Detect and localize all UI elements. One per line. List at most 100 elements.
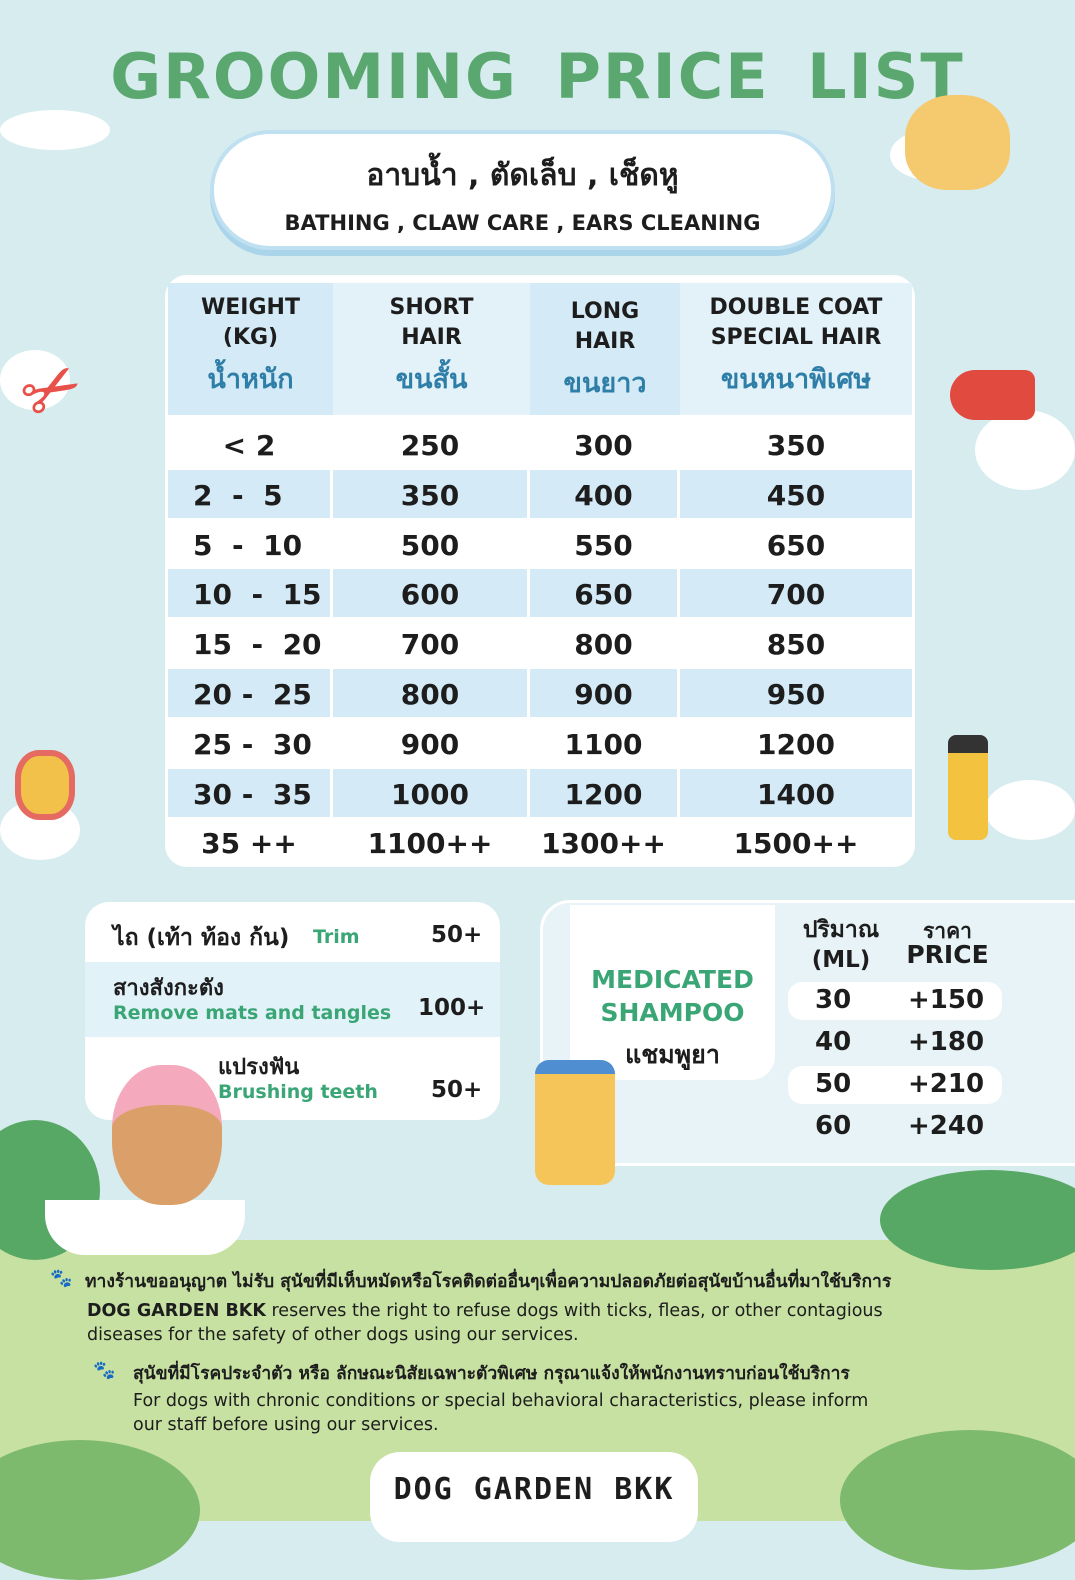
addon-thai: แปรงฟัน: [218, 1055, 300, 1080]
shampoo-title-th: แชมพูยา: [625, 1040, 720, 1069]
cell-weight: 35 ++: [201, 827, 297, 861]
cell-weight: 15 - 20: [193, 628, 322, 662]
addon-row-teeth: แปรงฟัน Brushing teeth 50+: [85, 1037, 500, 1120]
cell-short-hair: 600: [333, 569, 527, 618]
price-row: 5 - 10 500 550 650: [165, 520, 909, 568]
cell-double-coat: 850: [766, 628, 826, 662]
shampoo-amount: 60: [815, 1111, 852, 1141]
cell-short-hair: 1100++: [367, 827, 493, 861]
puppy-illustration: [112, 1065, 222, 1205]
bush-decoration: [840, 1430, 1075, 1570]
shampoo-amount-header: ปริมาณ (ML): [802, 917, 880, 973]
bathtub-illustration: [45, 1200, 245, 1255]
shampoo-price-header-en: PRICE: [906, 940, 989, 969]
note-1-english: DOG GARDEN BKK reserves the right to ref…: [87, 1299, 907, 1347]
addon-price: 50+: [431, 922, 483, 948]
note-2-thai: สุนัขที่มีโรคประจำตัว หรือ ลักษณะนิสัยเฉ…: [133, 1364, 850, 1384]
header-en: DOUBLE COAT SPECIAL HAIR: [709, 295, 883, 350]
shampoo-amount: 30: [815, 985, 852, 1015]
cloud-decoration: [0, 350, 70, 410]
cell-long-hair: 900: [530, 669, 677, 717]
shampoo-price-header-th: ราคา: [923, 919, 972, 943]
shampoo-amount: 50: [815, 1069, 852, 1099]
cell-long-hair: 650: [530, 569, 677, 618]
cloud-decoration: [0, 110, 110, 150]
note-1-text: reserves the right to refuse dogs with t…: [87, 1301, 883, 1345]
addon-thai: สางสังกะตัง: [113, 976, 224, 1001]
header-short-hair: SHORT HAIR ขนสั้น: [333, 283, 530, 415]
cell-weight: 20 - 25: [168, 669, 330, 717]
cell-weight: 5 - 10: [193, 528, 303, 562]
price-row: 25 - 30 900 1100 1200: [165, 719, 909, 767]
shampoo-price: +240: [908, 1111, 985, 1141]
cell-long-hair: 1300++: [541, 827, 666, 861]
cell-double-coat: 350: [766, 429, 826, 462]
shampoo-row: 50 +210: [788, 1066, 1002, 1104]
hair-dryer-icon: [950, 370, 1035, 420]
cloud-decoration: [975, 410, 1075, 490]
addon-price: 50+: [431, 1077, 483, 1103]
cell-short-hair: 700: [400, 628, 460, 662]
price-table: WEIGHT (KG) น้ำหนัก SHORT HAIR ขนสั้น LO…: [165, 275, 915, 867]
brush-icon: [15, 750, 75, 820]
cell-short-hair: 800: [333, 669, 527, 717]
header-en: WEIGHT (KG): [201, 295, 300, 350]
header-weight: WEIGHT (KG) น้ำหนัก: [168, 283, 333, 415]
shampoo-row: 30 +150: [788, 982, 1002, 1020]
cell-long-hair: 300: [574, 429, 633, 462]
header-en: LONG HAIR: [570, 299, 640, 354]
cell-double-coat: 1200: [757, 727, 835, 761]
cell-weight: 25 - 30: [193, 727, 312, 761]
cell-weight: 10 - 15: [168, 569, 330, 618]
shampoo-title-en: MEDICATED SHAMPOO: [591, 965, 754, 1027]
price-row: < 2 250 300 350: [165, 420, 909, 468]
header-th: ขนยาว: [563, 368, 647, 399]
services-banner: อาบน้ำ , ตัดเล็บ , เช็ดหู BATHING , CLAW…: [210, 130, 835, 250]
note-2-english: For dogs with chronic conditions or spec…: [133, 1391, 869, 1435]
addon-row-trim: ไถ (เท้า ท้อง ก้น) Trim 50+: [85, 902, 500, 962]
shampoo-amount: 40: [815, 1027, 852, 1057]
price-row: 30 - 35 1000 1200 1400: [165, 768, 912, 817]
cell-double-coat: 1400: [680, 768, 912, 817]
cell-double-coat: 700: [680, 569, 912, 618]
services-english: BATHING , CLAW CARE , EARS CLEANING: [284, 211, 761, 235]
header-th: น้ำหนัก: [207, 364, 294, 395]
cell-short-hair: 250: [400, 429, 460, 462]
shampoo-row: 40 +180: [788, 1024, 1002, 1062]
price-row: 2 - 5 350 400 450: [165, 469, 912, 518]
price-row: 10 - 15 600 650 700: [165, 569, 912, 618]
price-row: 20 - 25 800 900 950: [165, 669, 912, 717]
cell-long-hair: 800: [574, 628, 633, 662]
cell-weight: 2 - 5: [168, 469, 330, 518]
price-row: 15 - 20 700 800 850: [165, 619, 909, 667]
price-row: 35 ++ 1100++ 1300++ 1500++: [165, 818, 909, 866]
cell-long-hair: 1100: [564, 727, 643, 761]
cell-long-hair: 1200: [530, 768, 677, 817]
cell-long-hair: 550: [574, 528, 633, 562]
cell-double-coat: 650: [766, 528, 826, 562]
addon-english: Brushing teeth: [218, 1081, 378, 1103]
cell-double-coat: 950: [680, 669, 912, 717]
cell-weight: < 2: [222, 429, 276, 462]
cell-short-hair: 350: [333, 469, 527, 518]
bush-decoration: [880, 1170, 1075, 1270]
page-title: GROOMING PRICE LIST: [110, 40, 965, 113]
addon-row-mats: สางสังกะตัง Remove mats and tangles 100+: [85, 962, 500, 1037]
paw-icon: 🐾: [50, 1268, 73, 1289]
addon-thai: ไถ (เท้า ท้อง ก้น): [113, 925, 290, 951]
shampoo-bottle-illustration: [535, 1060, 615, 1185]
shiba-dog-illustration: [905, 95, 1010, 190]
cell-weight: 30 - 35: [168, 768, 330, 817]
header-th: ขนหนาพิเศษ: [720, 364, 872, 395]
shampoo-label: MEDICATED SHAMPOO แชมพูยา: [570, 905, 775, 1080]
shampoo-price: +180: [908, 1027, 985, 1057]
cell-short-hair: 500: [400, 528, 460, 562]
addon-english: Remove mats and tangles: [113, 1002, 392, 1024]
header-double-coat: DOUBLE COAT SPECIAL HAIR ขนหนาพิเศษ: [680, 283, 912, 415]
services-thai: อาบน้ำ , ตัดเล็บ , เช็ดหู: [366, 158, 679, 193]
shampoo-price: +210: [908, 1069, 985, 1099]
addon-english: Trim: [313, 926, 360, 948]
cell-short-hair: 1000: [333, 768, 527, 817]
header-en: SHORT HAIR: [389, 295, 474, 350]
paw-icon: 🐾: [93, 1360, 116, 1381]
